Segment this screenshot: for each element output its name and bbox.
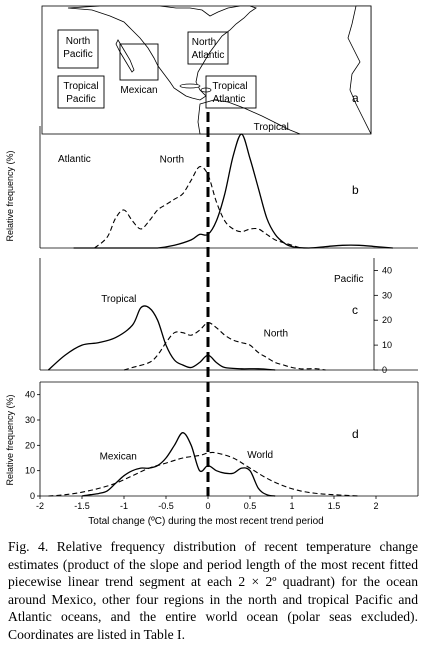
series-line-north: [123, 322, 326, 371]
y-tick-label: 10: [25, 466, 35, 476]
north-pacific-label-2: Pacific: [63, 49, 92, 60]
south-america-landmass: [197, 99, 301, 135]
series-line-mexican: [81, 432, 276, 497]
x-tick-label: 1.5: [328, 501, 341, 511]
panel-d-ylabel: Relative frequency (%): [5, 394, 15, 485]
x-tick-label: -1.5: [74, 501, 90, 511]
y-tick-label: 30: [25, 415, 35, 425]
series-label-north: North: [264, 329, 288, 340]
x-tick-label: -2: [36, 501, 44, 511]
tropical-atlantic-label-2: Atlantic: [213, 94, 246, 105]
cuba-island: [179, 83, 201, 89]
tropical-pacific-label-1: Tropical: [63, 81, 98, 92]
map-panel-letter: a: [352, 91, 359, 105]
mexican-label: Mexican: [120, 85, 157, 96]
north-america-landmass: [67, 5, 257, 101]
panel-b-letter: b: [352, 183, 359, 197]
y-tick-label: 10: [382, 340, 392, 350]
tropical-pacific-label-2: Pacific: [66, 94, 95, 105]
series-label-tropical: Tropical: [101, 294, 136, 305]
europe-africa-landmass: [347, 5, 372, 135]
series-line-north: [94, 166, 301, 249]
chart-panel-d: d Relative frequency (%) Total change (º…: [5, 381, 419, 527]
y-tick-label: 20: [382, 315, 392, 325]
series-line-world: [48, 451, 360, 497]
y-tick-label: 40: [25, 390, 35, 400]
y-tick-label: 20: [25, 440, 35, 450]
chart-panel-c: Pacific c 0 10 20 30 40 Tropical North: [39, 258, 418, 375]
x-tick-label: 0: [205, 501, 210, 511]
x-tick-label: -0.5: [158, 501, 174, 511]
y-tick-label: 0: [382, 365, 387, 375]
panel-c-letter: c: [352, 303, 358, 317]
y-tick-label: 0: [30, 491, 35, 501]
panel-b-region-label: Atlantic: [58, 154, 91, 165]
series-line-tropical: [47, 305, 276, 371]
north-atlantic-label-2: Atlantic: [192, 50, 225, 61]
y-tick-label: 30: [382, 290, 392, 300]
panel-d-xlabel: Total change (ºC) during the most recent…: [88, 516, 323, 527]
figure-caption: Fig. 4. Relative frequency distribution …: [8, 539, 418, 642]
panel-b-ylabel: Relative frequency (%): [5, 150, 15, 241]
series-label-north: North: [160, 155, 184, 166]
figure-4: North Pacific Tropical Pacific Mexican N…: [5, 5, 419, 527]
x-tick-label: 0.5: [244, 501, 257, 511]
north-atlantic-box: [187, 31, 229, 65]
baja-california: [115, 39, 135, 73]
y-tick-label: 40: [382, 265, 392, 275]
north-pacific-box: [57, 29, 99, 69]
panel-c-region-label: Pacific: [334, 274, 363, 285]
tropical-atlantic-box: [205, 75, 257, 109]
tropical-pacific-box: [57, 75, 105, 109]
tropical-atlantic-label-1: Tropical: [212, 81, 247, 92]
series-label-world: World: [247, 450, 273, 461]
x-tick-label: 1: [289, 501, 294, 511]
mexican-box: [119, 43, 159, 81]
x-tick-label: 2: [373, 501, 378, 511]
series-label-tropical: Tropical: [254, 122, 289, 133]
panel-d-letter: d: [352, 427, 359, 441]
chart-panel-b: Atlantic b Relative frequency (%) North T…: [5, 122, 418, 249]
series-label-mexican: Mexican: [100, 452, 137, 463]
series-line-tropical: [73, 133, 393, 249]
north-atlantic-label-1: North: [192, 37, 216, 48]
x-tick-label: -1: [120, 501, 128, 511]
north-pacific-label-1: North: [66, 36, 90, 47]
